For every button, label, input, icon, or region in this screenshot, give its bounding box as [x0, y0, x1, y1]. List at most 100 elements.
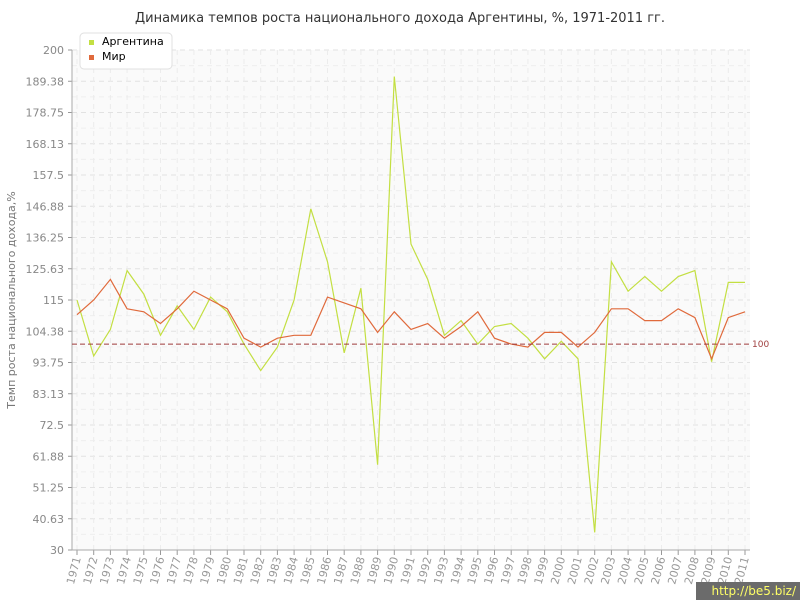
reference-line-label: 100: [752, 340, 769, 350]
data-point[interactable]: [726, 315, 731, 320]
data-point[interactable]: [158, 321, 163, 326]
reference-line-group: 100: [72, 340, 769, 350]
data-point[interactable]: [659, 318, 664, 323]
data-point[interactable]: [308, 333, 313, 338]
data-point[interactable]: [308, 206, 313, 211]
data-point[interactable]: [358, 306, 363, 311]
data-point[interactable]: [743, 280, 748, 285]
data-point[interactable]: [592, 530, 597, 535]
data-point[interactable]: [676, 306, 681, 311]
y-tick-label: 104.38: [26, 325, 65, 338]
series-line: [76, 76, 745, 533]
data-point[interactable]: [609, 306, 614, 311]
data-point[interactable]: [75, 312, 80, 317]
data-point[interactable]: [375, 330, 380, 335]
y-tick-label: 30: [50, 544, 64, 557]
data-point[interactable]: [342, 300, 347, 305]
legend-label[interactable]: Аргентина: [102, 35, 164, 48]
series-group: [75, 277, 748, 361]
data-point[interactable]: [442, 336, 447, 341]
data-point[interactable]: [743, 309, 748, 314]
data-point[interactable]: [425, 321, 430, 326]
y-tick-label: 189.38: [26, 75, 65, 88]
data-point[interactable]: [626, 306, 631, 311]
data-point[interactable]: [609, 259, 614, 264]
data-point[interactable]: [325, 259, 330, 264]
data-point[interactable]: [492, 324, 497, 329]
data-point[interactable]: [225, 306, 230, 311]
series-lines: [75, 74, 748, 535]
y-axis-label: Темп роста национального дохода,%: [5, 191, 18, 409]
data-point[interactable]: [509, 321, 514, 326]
y-tick-label: 61.88: [33, 450, 65, 463]
data-point[interactable]: [692, 268, 697, 273]
data-point[interactable]: [342, 350, 347, 355]
data-point[interactable]: [726, 280, 731, 285]
watermark-link[interactable]: http://be5.biz/: [696, 582, 800, 600]
data-point[interactable]: [425, 277, 430, 282]
data-point[interactable]: [292, 298, 297, 303]
data-point[interactable]: [208, 298, 213, 303]
data-point[interactable]: [141, 292, 146, 297]
data-point[interactable]: [642, 274, 647, 279]
data-point[interactable]: [392, 74, 397, 79]
data-point[interactable]: [325, 295, 330, 300]
data-point[interactable]: [676, 274, 681, 279]
y-tick-label: 51.25: [33, 482, 65, 495]
data-point[interactable]: [492, 336, 497, 341]
data-point[interactable]: [709, 356, 714, 361]
data-point[interactable]: [592, 330, 597, 335]
data-point[interactable]: [191, 327, 196, 332]
data-point[interactable]: [626, 289, 631, 294]
data-point[interactable]: [375, 462, 380, 467]
y-tick-label: 40.63: [33, 513, 65, 526]
data-point[interactable]: [692, 315, 697, 320]
data-point[interactable]: [125, 306, 130, 311]
legend: Аргентина Мир: [79, 32, 173, 70]
data-point[interactable]: [409, 327, 414, 332]
data-point[interactable]: [91, 353, 96, 358]
data-point[interactable]: [559, 339, 564, 344]
data-point[interactable]: [258, 368, 263, 373]
data-point[interactable]: [158, 333, 163, 338]
data-point[interactable]: [459, 324, 464, 329]
data-point[interactable]: [75, 298, 80, 303]
data-point[interactable]: [392, 309, 397, 314]
data-point[interactable]: [91, 298, 96, 303]
data-point[interactable]: [542, 330, 547, 335]
data-point[interactable]: [242, 336, 247, 341]
data-point[interactable]: [175, 306, 180, 311]
data-point[interactable]: [659, 289, 664, 294]
y-tick-label: 115: [43, 294, 64, 307]
legend-label[interactable]: Мир: [102, 50, 126, 63]
data-point[interactable]: [141, 309, 146, 314]
data-point[interactable]: [125, 268, 130, 273]
data-point[interactable]: [525, 336, 530, 341]
data-point[interactable]: [358, 286, 363, 291]
y-tick-label: 83.13: [33, 388, 65, 401]
data-point[interactable]: [292, 333, 297, 338]
data-point[interactable]: [108, 327, 113, 332]
legend-box: [79, 32, 173, 70]
y-tick-label: 178.75: [26, 107, 65, 120]
data-point[interactable]: [108, 277, 113, 282]
data-point[interactable]: [542, 356, 547, 361]
data-point[interactable]: [275, 336, 280, 341]
data-point[interactable]: [576, 356, 581, 361]
data-point[interactable]: [525, 345, 530, 350]
data-point[interactable]: [559, 330, 564, 335]
data-point[interactable]: [409, 242, 414, 247]
data-point[interactable]: [191, 289, 196, 294]
data-point[interactable]: [475, 309, 480, 314]
data-point[interactable]: [459, 318, 464, 323]
grid: [72, 49, 750, 551]
series-group: [75, 74, 748, 535]
data-point[interactable]: [275, 345, 280, 350]
data-point[interactable]: [258, 345, 263, 350]
series-line: [76, 278, 746, 361]
data-point[interactable]: [642, 318, 647, 323]
data-point[interactable]: [576, 345, 581, 350]
legend-swatch: [89, 55, 94, 60]
y-tick-label: 93.75: [33, 357, 65, 370]
